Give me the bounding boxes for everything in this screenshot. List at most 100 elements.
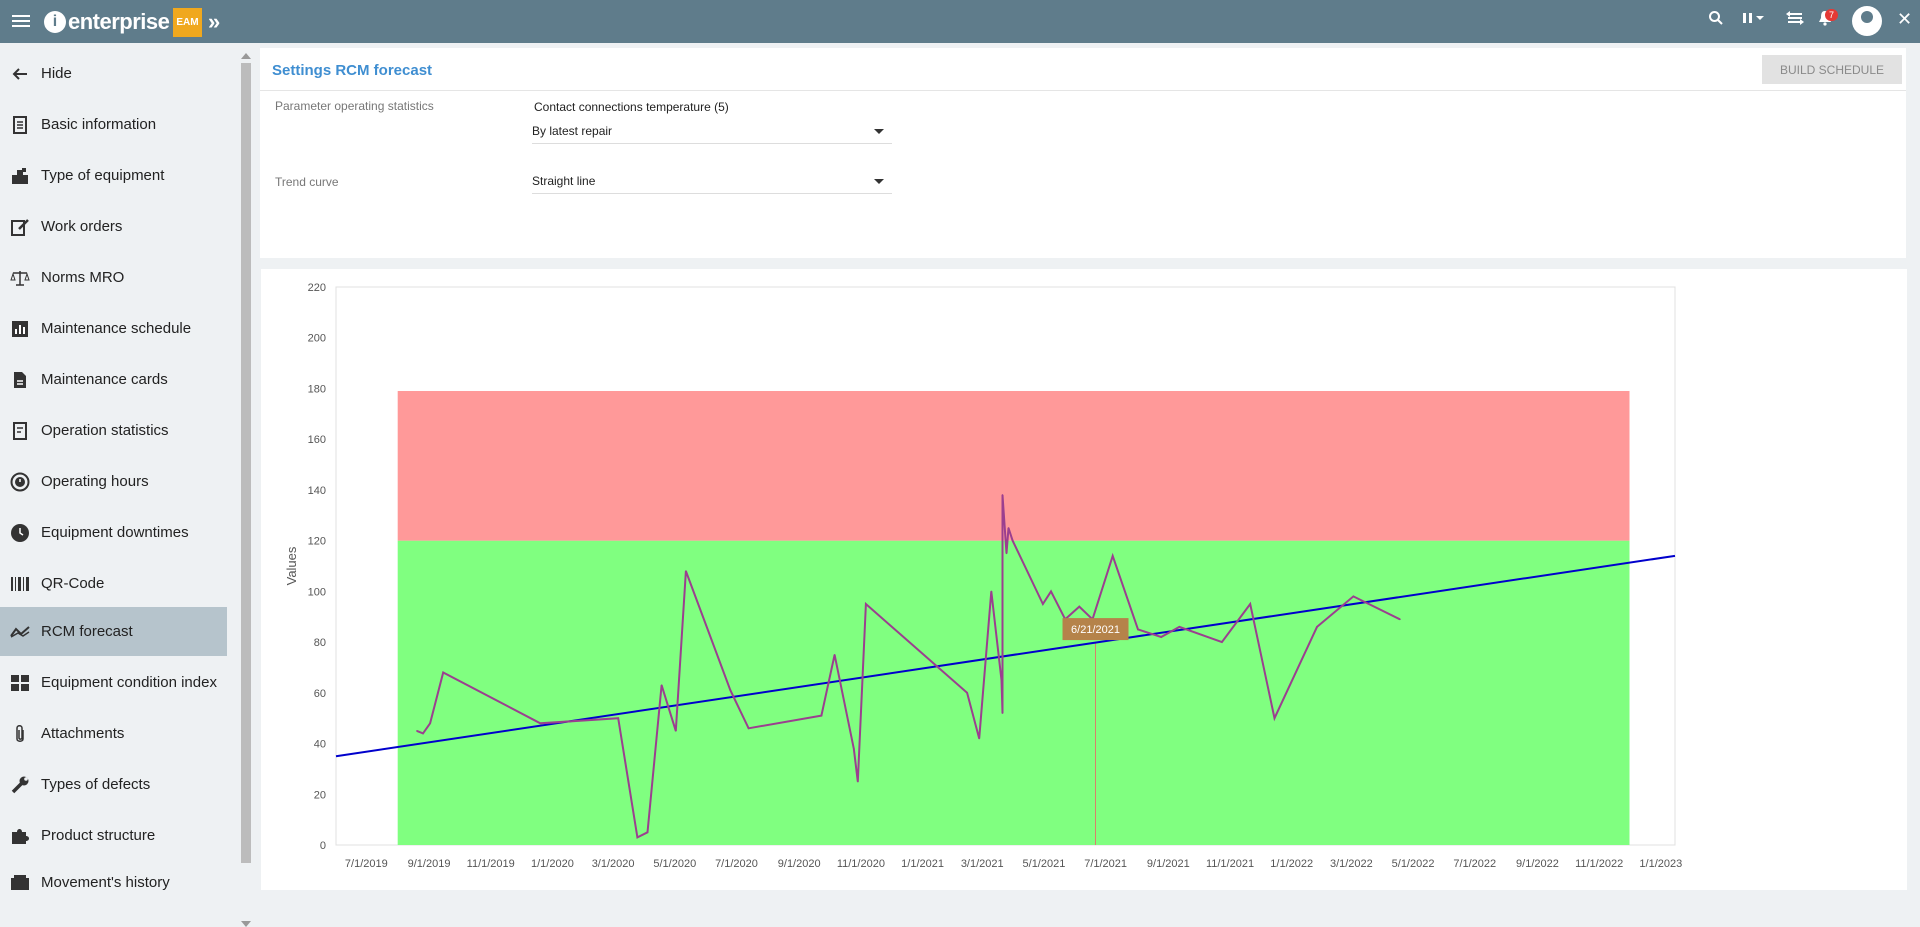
tooltip-label: 6/21/2021 bbox=[1071, 624, 1120, 636]
y-tick-label: 0 bbox=[320, 840, 326, 852]
x-tick-label: 1/1/2022 bbox=[1270, 858, 1313, 870]
data-point bbox=[1316, 626, 1318, 628]
user-avatar-icon[interactable] bbox=[1852, 6, 1882, 36]
sort-arrows-icon[interactable] bbox=[1786, 10, 1804, 31]
data-point bbox=[1273, 717, 1276, 719]
sidebar-item-label: Types of defects bbox=[41, 776, 151, 793]
x-tick-label: 1/1/2020 bbox=[531, 858, 574, 870]
trend-curve-select[interactable]: Straight line bbox=[532, 169, 892, 194]
app-logo[interactable]: i enterprise EAM bbox=[44, 7, 202, 37]
data-point bbox=[636, 836, 639, 839]
parameter-value: Contact connections temperature (5) bbox=[534, 100, 729, 114]
data-point bbox=[1000, 679, 1003, 681]
sidebar-item-equipment-downtimes[interactable]: Equipment downtimes bbox=[0, 508, 227, 557]
zone-band-1 bbox=[397, 390, 1630, 541]
scrollbar-thumb[interactable] bbox=[241, 63, 251, 863]
data-point bbox=[833, 653, 836, 656]
data-point bbox=[1137, 628, 1139, 631]
sidebar-item-label: Hide bbox=[41, 65, 72, 82]
data-point bbox=[1352, 595, 1355, 598]
dashboard-icon bbox=[10, 673, 30, 693]
clock-history-icon bbox=[10, 472, 30, 492]
sidebar-item-label: Attachments bbox=[41, 725, 125, 742]
x-tick-label: 1/1/2021 bbox=[901, 858, 944, 870]
trend-icon bbox=[10, 622, 30, 642]
y-tick-label: 20 bbox=[314, 789, 326, 801]
x-tick-label: 9/1/2021 bbox=[1147, 858, 1190, 870]
y-tick-label: 120 bbox=[308, 536, 326, 548]
parameter-mode-select[interactable]: By latest repair bbox=[532, 119, 892, 144]
hamburger-menu-icon[interactable] bbox=[12, 12, 30, 30]
sidebar-item-qr-code[interactable]: QR-Code bbox=[0, 559, 227, 608]
sidebar-item-operation-statistics[interactable]: Operation statistics bbox=[0, 406, 227, 455]
y-axis-label: Values bbox=[284, 546, 299, 585]
data-point bbox=[1011, 539, 1014, 542]
data-point bbox=[422, 732, 424, 735]
data-point bbox=[1111, 555, 1114, 557]
sidebar-item-maintenance-schedule[interactable]: Maintenance schedule bbox=[0, 304, 227, 353]
data-point bbox=[646, 831, 649, 834]
sidebar-item-label: Movement's history bbox=[41, 874, 170, 891]
notification-badge: 7 bbox=[1825, 9, 1839, 21]
sidebar-item-hide[interactable]: Hide bbox=[0, 49, 227, 98]
scales-icon bbox=[10, 268, 30, 288]
document-icon bbox=[10, 115, 30, 135]
history-icon bbox=[10, 873, 30, 893]
y-tick-label: 100 bbox=[308, 586, 326, 598]
trend-curve-value: Straight line bbox=[532, 174, 596, 188]
x-tick-label: 11/1/2019 bbox=[467, 858, 515, 870]
data-point bbox=[539, 722, 542, 725]
puzzle-icon bbox=[10, 826, 30, 846]
sidebar-item-movements-history[interactable]: Movement's history bbox=[0, 858, 227, 907]
x-tick-label: 3/1/2020 bbox=[592, 858, 635, 870]
data-point bbox=[617, 717, 619, 719]
scroll-up-arrow-icon[interactable] bbox=[241, 53, 251, 59]
top-bar: i enterprise EAM » 7 ✕ bbox=[0, 0, 1920, 43]
sidebar-item-label: QR-Code bbox=[41, 575, 105, 592]
sidebar-item-maintenance-cards[interactable]: Maintenance cards bbox=[0, 355, 227, 404]
sidebar-item-operating-hours[interactable]: Operating hours bbox=[0, 457, 227, 506]
logo-badge: EAM bbox=[173, 7, 202, 37]
y-tick-label: 140 bbox=[308, 485, 326, 497]
sidebar-item-label: RCM forecast bbox=[41, 623, 133, 640]
x-tick-label: 7/1/2019 bbox=[345, 858, 388, 870]
sidebar-item-work-orders[interactable]: Work orders bbox=[0, 202, 227, 251]
data-point bbox=[1007, 527, 1010, 529]
page-title: Settings RCM forecast bbox=[272, 62, 433, 79]
zone-band-0 bbox=[397, 540, 1630, 845]
search-icon[interactable] bbox=[1708, 10, 1724, 31]
data-point bbox=[1160, 636, 1163, 638]
bar-chart-icon bbox=[10, 319, 30, 339]
rcm-forecast-chart[interactable]: 0 20 40 60 80 100 120 140 160 180 200 220 Values 7/1/… bbox=[261, 269, 1907, 890]
sidebar-item-product-structure[interactable]: Product structure bbox=[0, 811, 227, 860]
scroll-down-arrow-icon[interactable] bbox=[241, 921, 251, 927]
sidebar-item-label: Maintenance cards bbox=[41, 371, 168, 388]
sidebar-item-equipment-condition-index[interactable]: Equipment condition index bbox=[0, 658, 227, 707]
pause-dropdown-icon[interactable] bbox=[1741, 10, 1767, 31]
trend-curve-label: Trend curve bbox=[275, 175, 339, 189]
data-point bbox=[442, 671, 445, 674]
wrench-icon bbox=[10, 775, 30, 795]
sidebar-scrollbar[interactable] bbox=[236, 43, 255, 927]
data-point bbox=[747, 727, 750, 730]
build-schedule-button[interactable]: BUILD SCHEDULE bbox=[1762, 55, 1902, 84]
data-point bbox=[1221, 641, 1223, 643]
clock-icon bbox=[10, 523, 30, 543]
sidebar-item-type-of-equipment[interactable]: Type of equipment bbox=[0, 151, 227, 200]
sidebar-item-basic-information[interactable]: Basic information bbox=[0, 100, 227, 149]
data-point bbox=[416, 730, 418, 732]
expand-chevrons-icon[interactable]: » bbox=[208, 9, 221, 34]
sidebar-item-rcm-forecast[interactable]: RCM forecast bbox=[0, 607, 227, 656]
sidebar: Hide Basic information Type of equipment… bbox=[0, 43, 227, 891]
sidebar-item-label: Maintenance schedule bbox=[41, 320, 192, 337]
chevron-down-icon bbox=[874, 129, 884, 134]
x-tick-label: 7/1/2022 bbox=[1453, 858, 1496, 870]
close-icon[interactable]: ✕ bbox=[1897, 9, 1913, 29]
chart-card: 0 20 40 60 80 100 120 140 160 180 200 220 Values 7/1/… bbox=[261, 269, 1907, 890]
parameter-mode-value: By latest repair bbox=[532, 124, 613, 138]
barcode-icon bbox=[10, 574, 30, 594]
sidebar-item-types-of-defects[interactable]: Types of defects bbox=[0, 760, 227, 809]
sidebar-item-norms-mro[interactable]: Norms MRO bbox=[0, 253, 227, 302]
x-tick-label: 3/1/2021 bbox=[961, 858, 1004, 870]
sidebar-item-attachments[interactable]: Attachments bbox=[0, 709, 227, 758]
